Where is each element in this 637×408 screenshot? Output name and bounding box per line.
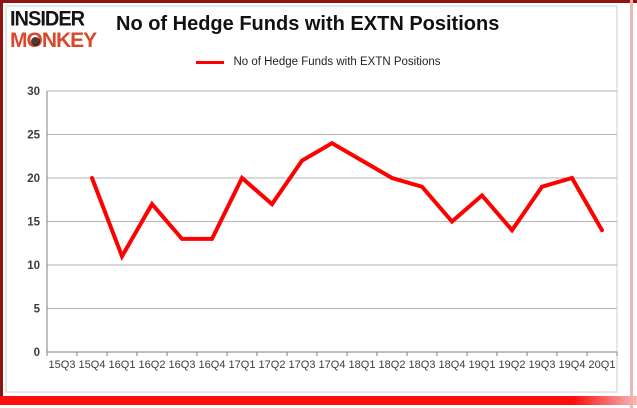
x-tick-label: 19Q3 bbox=[529, 359, 556, 371]
border-left bbox=[0, 0, 3, 405]
x-tick-label: 18Q2 bbox=[379, 359, 406, 371]
border-right bbox=[630, 0, 633, 408]
x-tick-label: 17Q1 bbox=[229, 359, 256, 371]
y-tick-label: 25 bbox=[27, 130, 40, 142]
x-tick-label: 19Q1 bbox=[469, 359, 496, 371]
x-tick-label: 16Q2 bbox=[139, 359, 166, 371]
legend: No of Hedge Funds with EXTN Positions bbox=[0, 54, 637, 70]
logo-monkey-text: MONKEY bbox=[10, 29, 97, 52]
legend-line-marker bbox=[196, 60, 225, 64]
border-bottom-bar bbox=[0, 396, 637, 405]
x-tick-label: 18Q1 bbox=[349, 359, 376, 371]
x-tick-label: 20Q1 bbox=[589, 359, 616, 371]
logo-insider-text: INSIDER bbox=[10, 6, 85, 31]
x-tick-label: 19Q4 bbox=[559, 359, 586, 371]
y-tick-label: 0 bbox=[34, 347, 40, 359]
y-tick-label: 20 bbox=[27, 173, 40, 185]
x-tick-label: 19Q2 bbox=[499, 359, 526, 371]
x-tick-label: 16Q1 bbox=[109, 359, 136, 371]
x-tick-label: 16Q4 bbox=[199, 359, 226, 371]
x-tick-label: 18Q4 bbox=[439, 359, 466, 371]
chart-title: No of Hedge Funds with EXTN Positions bbox=[116, 13, 500, 35]
chart-frame bbox=[5, 5, 618, 393]
x-tick-label: 17Q3 bbox=[289, 359, 316, 371]
x-tick-label: 17Q2 bbox=[259, 359, 286, 371]
y-tick-label: 30 bbox=[27, 86, 40, 98]
series-line bbox=[90, 140, 604, 261]
x-tick-label: 18Q3 bbox=[409, 359, 436, 371]
y-tick-label: 5 bbox=[34, 304, 41, 316]
x-tick-label: 16Q3 bbox=[169, 359, 196, 371]
x-tick-label: 17Q4 bbox=[319, 359, 346, 371]
x-tick-label: 15Q4 bbox=[79, 359, 106, 371]
x-tick-label: 15Q3 bbox=[49, 359, 76, 371]
border-top bbox=[0, 0, 637, 3]
insider-monkey-logo: INSIDER MONKEY bbox=[10, 8, 114, 51]
y-tick-label: 15 bbox=[27, 217, 40, 229]
y-tick-label: 10 bbox=[27, 260, 40, 272]
legend-label: No of Hedge Funds with EXTN Positions bbox=[233, 56, 441, 68]
